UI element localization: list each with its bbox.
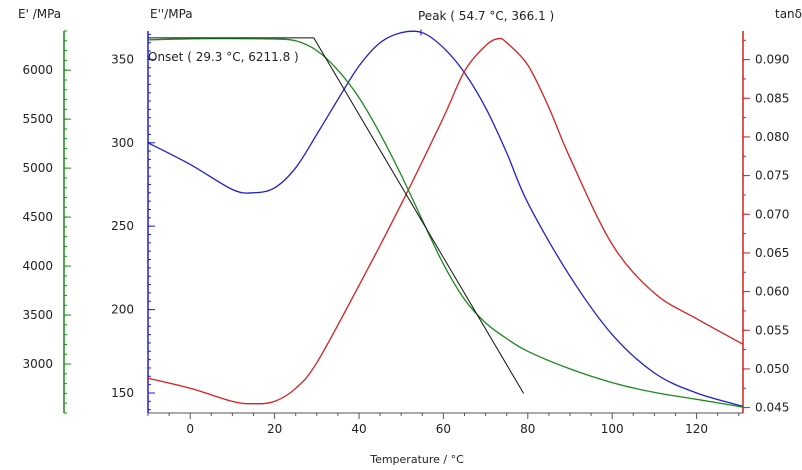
- tan-delta-axis-tick-label: 0.050: [755, 362, 789, 376]
- tan-delta-axis-tick-label: 0.060: [755, 285, 789, 299]
- onset-annotation: Onset ( 29.3 °C, 6211.8 ): [148, 50, 299, 64]
- tan-delta-axis-tick-label: 0.090: [755, 53, 789, 67]
- e-prime-series: [147, 37, 744, 408]
- tan-delta-axis-tick-label: 0.070: [755, 207, 789, 221]
- x-tick-label: 80: [520, 422, 535, 436]
- x-tick-label: 100: [601, 422, 624, 436]
- e-prime-axis-tick-label: 4500: [22, 210, 53, 224]
- tan-delta-axis-tick-label: 0.045: [755, 401, 789, 415]
- e-double-prime-axis-tick-label: 250: [111, 219, 134, 233]
- x-tick-label: 20: [267, 422, 282, 436]
- plot-layer: [147, 29, 744, 408]
- e-prime-axis-tick-label: 3500: [22, 308, 53, 322]
- e-double-prime-axis-tick-label: 150: [111, 386, 134, 400]
- tan-delta-axis-tick-label: 0.065: [755, 246, 789, 260]
- x-tick-label: 120: [685, 422, 708, 436]
- e-prime-axis-tick-label: 3000: [22, 357, 53, 371]
- axes-layer: 0 20 40 60 80 100 120 3000 3500 4000 4500 5000 5500 6…: [22, 30, 789, 436]
- e-prime-axis-tick-label: 5500: [22, 112, 53, 126]
- e-double-prime-axis-tick-label: 200: [111, 303, 134, 317]
- tan-delta-axis-tick-label: 0.085: [755, 91, 789, 105]
- peak-annotation: Peak ( 54.7 °C, 366.1 ): [418, 9, 554, 23]
- e-prime-axis-tick-label: 4000: [22, 259, 53, 273]
- e-prime-axis-label: E' /MPa: [18, 7, 61, 21]
- e-prime-axis-tick-label: 5000: [22, 161, 53, 175]
- e-double-prime-axis-tick-label: 350: [111, 52, 134, 66]
- tan-delta-axis-tick-label: 0.075: [755, 169, 789, 183]
- e-double-prime-axis-label: E''/MPa: [150, 7, 193, 21]
- x-tick-label: 0: [186, 422, 194, 436]
- onset-tangent-line: [148, 37, 525, 394]
- x-tick-label: 60: [436, 422, 451, 436]
- tan-delta-series: [147, 37, 744, 405]
- x-axis-label: Temperature / °C: [369, 453, 464, 466]
- tan-delta-axis-tick-label: 0.080: [755, 130, 789, 144]
- tan-delta-axis-label: tanδ: [775, 7, 802, 21]
- e-prime-axis-tick-label: 6000: [22, 63, 53, 77]
- e-double-prime-series: [147, 30, 744, 407]
- x-tick-label: 40: [351, 422, 366, 436]
- tan-delta-axis-tick-label: 0.055: [755, 323, 789, 337]
- e-double-prime-axis-tick-label: 300: [111, 136, 134, 150]
